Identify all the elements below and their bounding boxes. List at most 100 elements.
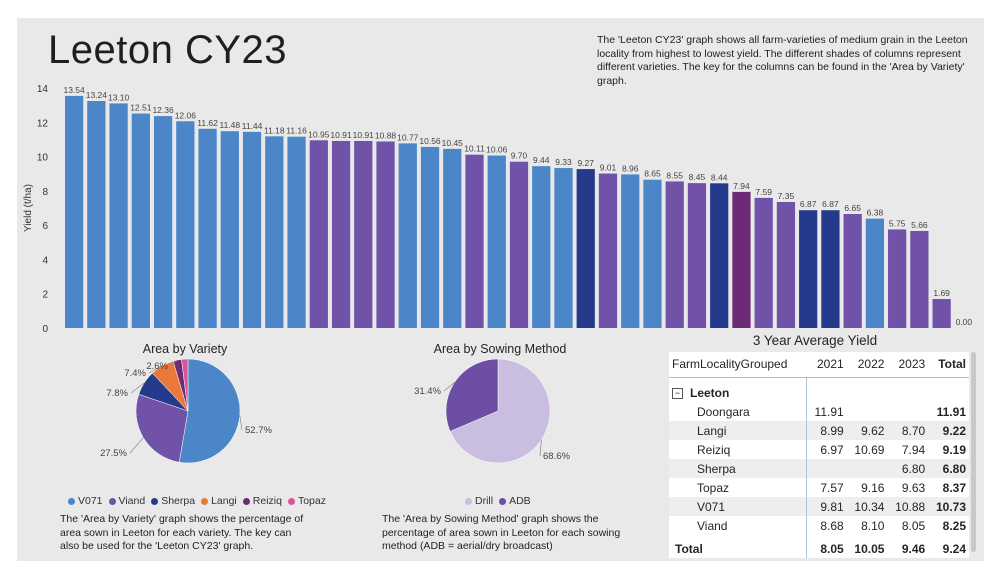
legend-item[interactable]: Viand bbox=[108, 495, 145, 507]
bar[interactable] bbox=[420, 146, 440, 328]
bar-value-label: 8.65 bbox=[644, 169, 661, 179]
legend-item[interactable]: ADB bbox=[499, 495, 531, 507]
bar[interactable] bbox=[665, 181, 684, 328]
bar[interactable] bbox=[932, 299, 951, 328]
bar[interactable] bbox=[109, 103, 128, 328]
col-header-2022[interactable]: 2022 bbox=[846, 352, 888, 378]
bar[interactable] bbox=[799, 210, 818, 328]
bar[interactable] bbox=[576, 169, 595, 328]
legend-item[interactable]: Topaz bbox=[287, 495, 326, 507]
bar[interactable] bbox=[888, 229, 907, 328]
bar[interactable] bbox=[198, 128, 217, 328]
bar-value-label: 11.18 bbox=[264, 125, 285, 135]
bar[interactable] bbox=[554, 168, 573, 328]
col-header-locality[interactable]: FarmLocalityGrouped bbox=[669, 352, 807, 378]
bar[interactable] bbox=[732, 191, 751, 328]
bar-value-label: 0.00 bbox=[956, 317, 973, 327]
bar[interactable] bbox=[465, 154, 484, 328]
row-variety: Langi bbox=[669, 421, 807, 440]
legend-dot-icon bbox=[499, 497, 507, 505]
bar-value-label: 11.44 bbox=[242, 121, 263, 131]
bar[interactable] bbox=[843, 214, 862, 328]
bar[interactable] bbox=[153, 116, 173, 328]
bar[interactable] bbox=[509, 161, 529, 328]
cell-y2021: 7.57 bbox=[820, 480, 844, 495]
legend-dot-icon bbox=[287, 497, 295, 505]
pie-slice-label: 2.6% bbox=[146, 361, 168, 372]
legend-dot-icon bbox=[68, 497, 75, 505]
collapse-icon[interactable]: − bbox=[672, 387, 683, 399]
legend-item[interactable]: Sherpa bbox=[151, 495, 195, 507]
bar[interactable] bbox=[621, 174, 640, 328]
legend-item[interactable]: Drill bbox=[465, 495, 493, 507]
bar-value-label: 12.06 bbox=[175, 110, 197, 120]
bar[interactable] bbox=[354, 140, 373, 328]
pie-slice-label: 7.8% bbox=[106, 388, 128, 399]
bar[interactable] bbox=[131, 113, 150, 328]
bar[interactable] bbox=[287, 136, 306, 328]
y-axis-label: Yield (t/ha) bbox=[23, 184, 34, 232]
bar[interactable] bbox=[398, 143, 417, 328]
bar-value-label: 8.96 bbox=[622, 163, 639, 173]
bar-value-label: 11.48 bbox=[220, 120, 241, 130]
legend-label: Topaz bbox=[297, 495, 326, 507]
bar-value-label: 8.44 bbox=[711, 172, 728, 182]
bar[interactable] bbox=[265, 136, 284, 328]
row-variety: Sherpa bbox=[669, 459, 807, 478]
bar[interactable] bbox=[376, 141, 395, 328]
sowing-caption: The 'Area by Sowing Method' graph shows … bbox=[382, 513, 621, 552]
bar-value-label: 13.24 bbox=[86, 90, 108, 100]
bar[interactable] bbox=[598, 173, 618, 328]
bar[interactable] bbox=[65, 95, 84, 328]
col-header-total[interactable]: Total bbox=[928, 352, 969, 378]
table-row[interactable]: Reiziq 6.97 10.69 7.94 9.19 bbox=[669, 440, 969, 459]
bar[interactable] bbox=[331, 140, 351, 328]
bar[interactable] bbox=[532, 166, 551, 328]
bar[interactable] bbox=[220, 131, 239, 328]
bar[interactable] bbox=[821, 210, 840, 328]
table-row[interactable]: Viand 8.68 8.10 8.05 8.25 bbox=[669, 516, 969, 535]
cell-y2022: 10.69 bbox=[854, 442, 885, 457]
bar-value-label: 13.54 bbox=[63, 85, 85, 95]
table-row[interactable]: Langi 8.99 9.62 8.70 9.22 bbox=[669, 421, 969, 440]
cell-total: 11.91 bbox=[936, 404, 966, 419]
bar-value-label: 10.06 bbox=[486, 145, 508, 155]
pie-leader-line bbox=[239, 415, 243, 431]
bar[interactable] bbox=[776, 202, 796, 328]
legend-dot-icon bbox=[108, 497, 116, 505]
pie-slice[interactable] bbox=[135, 393, 189, 463]
col-header-2023[interactable]: 2023 bbox=[887, 352, 929, 378]
bar[interactable] bbox=[176, 121, 195, 328]
bar[interactable] bbox=[754, 197, 773, 328]
bar[interactable] bbox=[309, 140, 328, 328]
table-scrollbar[interactable] bbox=[971, 352, 976, 552]
bar[interactable] bbox=[710, 183, 729, 328]
legend-item[interactable]: V071 bbox=[68, 495, 103, 507]
y-tick-label: 14 bbox=[37, 84, 49, 95]
bar[interactable] bbox=[687, 183, 707, 328]
bar[interactable] bbox=[87, 101, 106, 329]
group-row-leeton: − Leeton bbox=[669, 377, 969, 402]
legend-item[interactable]: Reiziq bbox=[242, 495, 282, 507]
bar[interactable] bbox=[487, 155, 506, 328]
table-row[interactable]: Topaz 7.57 9.16 9.63 8.37 bbox=[669, 478, 969, 497]
cell-y2021: 11.91 bbox=[814, 404, 844, 419]
legend-item[interactable]: Langi bbox=[201, 495, 237, 507]
table-row[interactable]: V071 9.81 10.34 10.88 10.73 bbox=[669, 497, 969, 516]
bar-value-label: 10.95 bbox=[308, 129, 330, 139]
y-tick-label: 8 bbox=[42, 187, 48, 198]
bar[interactable] bbox=[242, 131, 262, 328]
table-row[interactable]: Sherpa 6.80 6.80 bbox=[669, 459, 969, 478]
col-header-2021[interactable]: 2021 bbox=[806, 352, 847, 378]
bar[interactable] bbox=[865, 218, 885, 328]
pie-slice[interactable] bbox=[181, 358, 189, 412]
bar[interactable] bbox=[910, 230, 929, 328]
bar[interactable] bbox=[443, 148, 462, 328]
pie-slice[interactable] bbox=[178, 358, 241, 464]
bar[interactable] bbox=[643, 179, 662, 328]
table-row[interactable]: Doongara 11.91 11.91 bbox=[669, 402, 969, 421]
cell-y2022: 9.16 bbox=[861, 480, 885, 495]
total-cell-y2023: 9.46 bbox=[901, 541, 926, 556]
pie-slice[interactable] bbox=[445, 358, 499, 432]
